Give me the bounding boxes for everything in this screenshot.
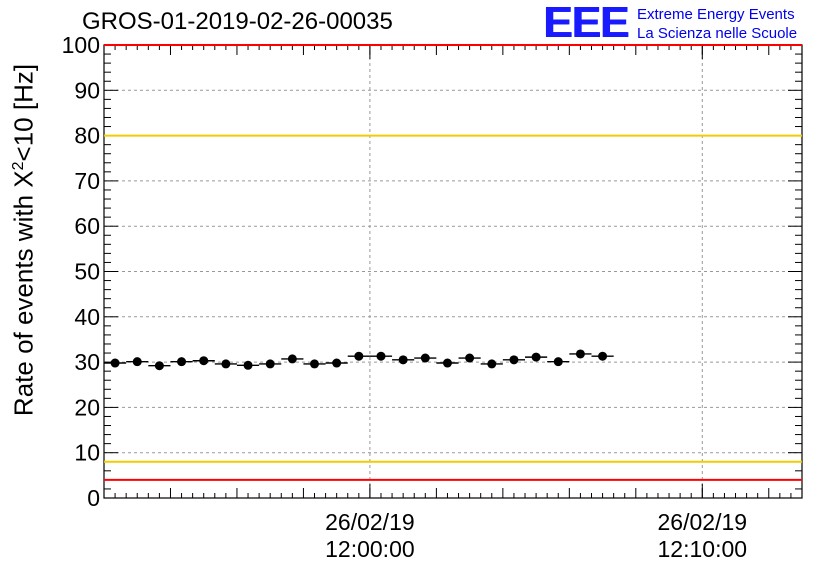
y-tick-label: 70 [74, 168, 100, 194]
y-tick-label: 0 [87, 485, 100, 511]
data-point [199, 356, 209, 366]
y-tick-label: 40 [74, 304, 100, 330]
data-point [465, 353, 475, 363]
y-tick-label: 20 [74, 394, 100, 420]
data-point [487, 359, 497, 369]
data-point [509, 355, 519, 365]
y-tick-label: 90 [74, 77, 100, 103]
logo-caption-line-1: Extreme Energy Events [637, 6, 795, 23]
data-point [243, 360, 253, 370]
logo-caption-line-2: La Scienza nelle Scuole [637, 25, 798, 42]
data-point [110, 358, 120, 368]
y-tick-label: 80 [74, 123, 100, 149]
logo-caption: Extreme Energy Events La Scienza nelle S… [637, 5, 797, 43]
x-tick-time-label: 12:10:00 [658, 536, 748, 562]
data-point [265, 359, 275, 369]
data-point [376, 351, 386, 361]
eee-logo: EEE [543, 0, 629, 47]
data-point [177, 357, 187, 367]
y-tick-label: 30 [74, 349, 100, 375]
data-point [332, 358, 342, 368]
data-point [442, 358, 452, 368]
data-point [154, 361, 164, 371]
data-point [553, 357, 563, 367]
data-point [310, 359, 320, 369]
data-point [132, 357, 142, 367]
data-point [354, 351, 364, 361]
x-tick-time-label: 12:00:00 [325, 536, 415, 562]
data-point [575, 349, 585, 359]
data-point [221, 359, 231, 369]
y-tick-label: 100 [62, 32, 100, 58]
x-tick-date-label: 26/02/19 [658, 509, 748, 535]
data-point [598, 351, 608, 361]
y-tick-label: 10 [74, 440, 100, 466]
y-tick-label: 50 [74, 259, 100, 285]
chart-title: GROS-01-2019-02-26-00035 [82, 8, 393, 35]
data-point [287, 354, 297, 364]
data-point [420, 353, 430, 363]
y-tick-label: 60 [74, 213, 100, 239]
data-point [531, 352, 541, 362]
x-tick-date-label: 26/02/19 [325, 509, 415, 535]
data-point [398, 355, 408, 365]
